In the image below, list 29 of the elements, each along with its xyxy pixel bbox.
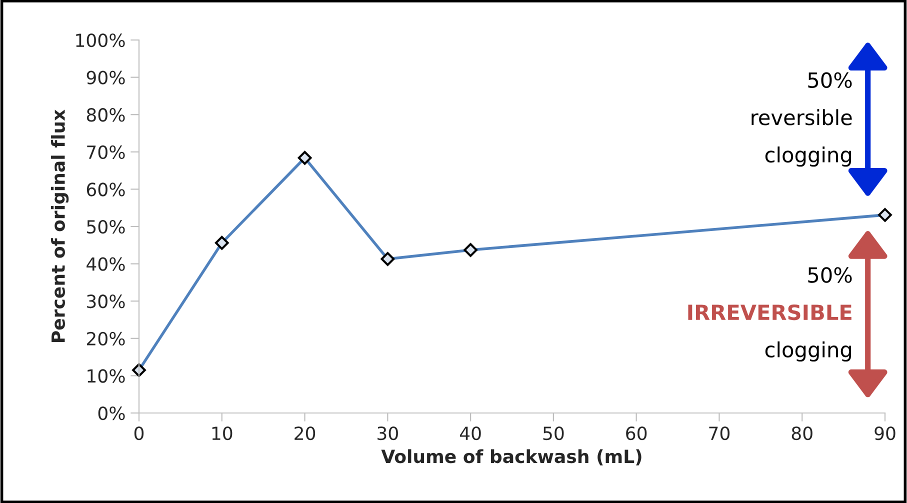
x-tick-label: 90 (874, 426, 896, 440)
annotation: 50% (808, 267, 852, 283)
x-tick-label: 60 (626, 426, 647, 440)
y-tick-label: 100% (76, 33, 125, 48)
y-axis-title: Percent of original flux (51, 110, 69, 342)
annotation: reversible (752, 109, 852, 126)
y-tick-label: 30% (87, 294, 125, 308)
x-tick-label: 0 (134, 426, 144, 440)
y-tick-label: 50% (87, 220, 125, 234)
y-tick-label: 80% (86, 108, 125, 122)
y-tick-label: 90% (86, 70, 125, 84)
y-tick-label: 20% (86, 332, 125, 346)
y-tick-label: 0% (98, 406, 125, 420)
annotation: IRREVERSIBLE (688, 304, 852, 320)
annotation: 50% (808, 72, 852, 88)
x-tick-label: 50 (543, 426, 564, 440)
annotation: clogging (765, 341, 852, 362)
x-tick-label: 70 (709, 426, 730, 440)
x-tick-label: 30 (378, 426, 398, 440)
annotation: clogging (765, 146, 852, 167)
y-tick-label: 10% (88, 369, 125, 383)
x-tick-label: 10 (212, 426, 232, 440)
x-tick-label: 40 (460, 426, 481, 440)
y-tick-label: 60% (86, 182, 125, 196)
x-tick-label: 80 (792, 426, 812, 440)
y-tick-label: 40% (86, 257, 125, 271)
x-tick-label: 20 (294, 426, 316, 440)
x-axis-title: Volume of backwash (mL) (381, 449, 642, 466)
y-tick-label: 70% (87, 145, 125, 160)
